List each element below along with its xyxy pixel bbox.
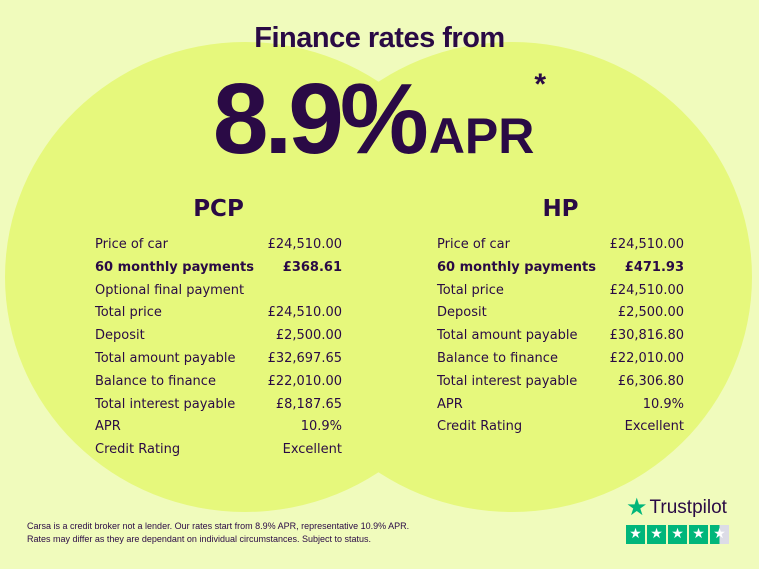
trustpilot-badge: ★ Trustpilot ★ ★ ★ ★ ★ — [626, 493, 729, 544]
disclaimer: Carsa is a credit broker not a lender. O… — [27, 520, 409, 546]
table-row: Optional final payment — [95, 280, 342, 303]
row-value: £2,500.00 — [275, 328, 342, 344]
trustpilot-rating: ★ ★ ★ ★ ★ — [626, 525, 729, 544]
row-value: £24,510.00 — [267, 237, 342, 252]
row-label: Total amount payable — [95, 350, 236, 366]
row-label: Credit Rating — [437, 419, 523, 435]
table-row: Total price £24,510.00 — [437, 280, 684, 303]
row-value: 10.9% — [642, 396, 684, 412]
table-row: Total amount payable £32,697.65 — [95, 348, 342, 371]
row-value: £32,697.65 — [267, 350, 342, 366]
table-row: Total interest payable £6,306.80 — [437, 371, 684, 394]
hp-title: HP — [542, 196, 579, 222]
table-row: Total price £24,510.00 — [95, 302, 342, 325]
row-label: Total interest payable — [95, 396, 236, 412]
pcp-title: PCP — [193, 196, 244, 222]
row-value: £2,500.00 — [617, 305, 684, 321]
row-label: 60 monthly payments — [437, 259, 596, 275]
star-icon: ★ — [710, 525, 729, 544]
row-label: Deposit — [437, 305, 487, 321]
table-row: APR 10.9% — [95, 416, 342, 439]
row-value: £24,510.00 — [609, 282, 684, 298]
headline: Finance rates from — [254, 22, 505, 54]
row-value: £8,187.65 — [275, 396, 342, 412]
row-value: Excellent — [282, 442, 342, 458]
row-value: £30,816.80 — [609, 328, 684, 344]
row-value: £22,010.00 — [609, 350, 684, 366]
row-label: Price of car — [95, 237, 168, 252]
table-row: Balance to finance £22,010.00 — [437, 348, 684, 371]
row-value: 10.9% — [300, 419, 342, 435]
row-value: £471.93 — [624, 259, 684, 275]
star-icon: ★ — [668, 525, 687, 544]
table-row: Deposit £2,500.00 — [95, 325, 342, 348]
row-label: APR — [95, 419, 121, 435]
star-icon: ★ — [626, 494, 648, 521]
table-row: Price of car £24,510.00 — [95, 234, 342, 257]
row-label: 60 monthly payments — [95, 259, 254, 275]
row-label: Total price — [437, 282, 504, 298]
table-row: 60 monthly payments £368.61 — [95, 257, 342, 280]
trustpilot-name: Trustpilot — [649, 496, 727, 518]
rate-value: 8.9% — [212, 63, 429, 175]
star-icon: ★ — [647, 525, 666, 544]
table-row: Total amount payable £30,816.80 — [437, 325, 684, 348]
star-icon: ★ — [626, 525, 645, 544]
row-label: Total price — [95, 305, 162, 321]
background-circle-right — [272, 42, 752, 512]
table-row: Balance to finance £22,010.00 — [95, 371, 342, 394]
row-label: Price of car — [437, 237, 510, 252]
table-row: APR 10.9% — [437, 394, 684, 417]
hp-table: HP Price of car £24,510.00 60 monthly payme… — [437, 196, 684, 439]
apr-label: APR — [428, 108, 535, 164]
row-label: Balance to finance — [437, 350, 558, 366]
row-label: Credit Rating — [95, 442, 181, 458]
row-label: Deposit — [95, 328, 145, 344]
table-row: Deposit £2,500.00 — [437, 302, 684, 325]
row-value: £368.61 — [282, 259, 342, 275]
table-row: Credit Rating Excellent — [437, 416, 684, 439]
row-label: APR — [437, 396, 463, 412]
row-value: £24,510.00 — [609, 237, 684, 252]
table-row: Credit Rating Excellent — [95, 439, 342, 462]
star-icon: ★ — [689, 525, 708, 544]
disclaimer-line-1: Carsa is a credit broker not a lender. O… — [27, 521, 410, 531]
asterisk: * — [534, 68, 547, 101]
row-value: £24,510.00 — [267, 305, 342, 321]
table-row: Price of car £24,510.00 — [437, 234, 684, 257]
row-value: £6,306.80 — [617, 373, 684, 389]
table-row: 60 monthly payments £471.93 — [437, 257, 684, 280]
rate-display: 8.9%APR * — [0, 62, 759, 177]
row-value: £22,010.00 — [267, 373, 342, 389]
table-row: Total interest payable £8,187.65 — [95, 394, 342, 417]
row-label: Total amount payable — [437, 328, 578, 344]
row-value: Excellent — [624, 419, 684, 435]
pcp-table: PCP Price of car £24,510.00 60 monthly paym… — [95, 196, 342, 462]
disclaimer-line-2: Rates may differ as they are dependant o… — [27, 534, 372, 544]
row-label: Balance to finance — [95, 373, 216, 389]
row-label: Optional final payment — [95, 282, 245, 298]
row-label: Total interest payable — [437, 373, 578, 389]
